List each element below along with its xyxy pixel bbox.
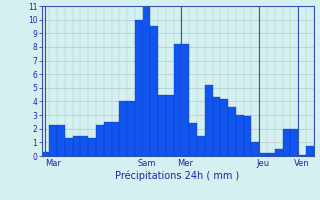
Bar xyxy=(57,125,65,156)
Bar xyxy=(189,123,197,156)
Bar xyxy=(197,136,205,156)
Bar xyxy=(80,136,88,156)
Bar xyxy=(73,136,80,156)
Bar xyxy=(298,155,306,156)
Bar xyxy=(49,125,57,156)
Bar xyxy=(205,85,212,156)
Bar xyxy=(119,101,127,156)
Bar xyxy=(220,99,228,156)
Bar xyxy=(127,101,135,156)
X-axis label: Précipitations 24h ( mm ): Précipitations 24h ( mm ) xyxy=(116,171,240,181)
Bar xyxy=(252,142,259,156)
Bar xyxy=(150,26,158,156)
Bar xyxy=(236,115,244,156)
Bar xyxy=(244,116,252,156)
Bar xyxy=(112,122,119,156)
Bar xyxy=(228,107,236,156)
Bar xyxy=(96,125,104,156)
Bar xyxy=(267,153,275,156)
Bar xyxy=(290,129,298,156)
Bar xyxy=(65,138,73,156)
Bar xyxy=(158,95,166,156)
Bar xyxy=(42,152,49,156)
Bar xyxy=(88,138,96,156)
Bar xyxy=(306,146,314,156)
Bar xyxy=(166,95,174,156)
Bar xyxy=(143,6,150,156)
Bar xyxy=(135,20,143,156)
Bar xyxy=(104,122,112,156)
Bar xyxy=(259,153,267,156)
Bar xyxy=(181,44,189,156)
Bar xyxy=(212,97,220,156)
Bar xyxy=(283,129,290,156)
Bar xyxy=(174,44,181,156)
Bar xyxy=(275,149,283,156)
